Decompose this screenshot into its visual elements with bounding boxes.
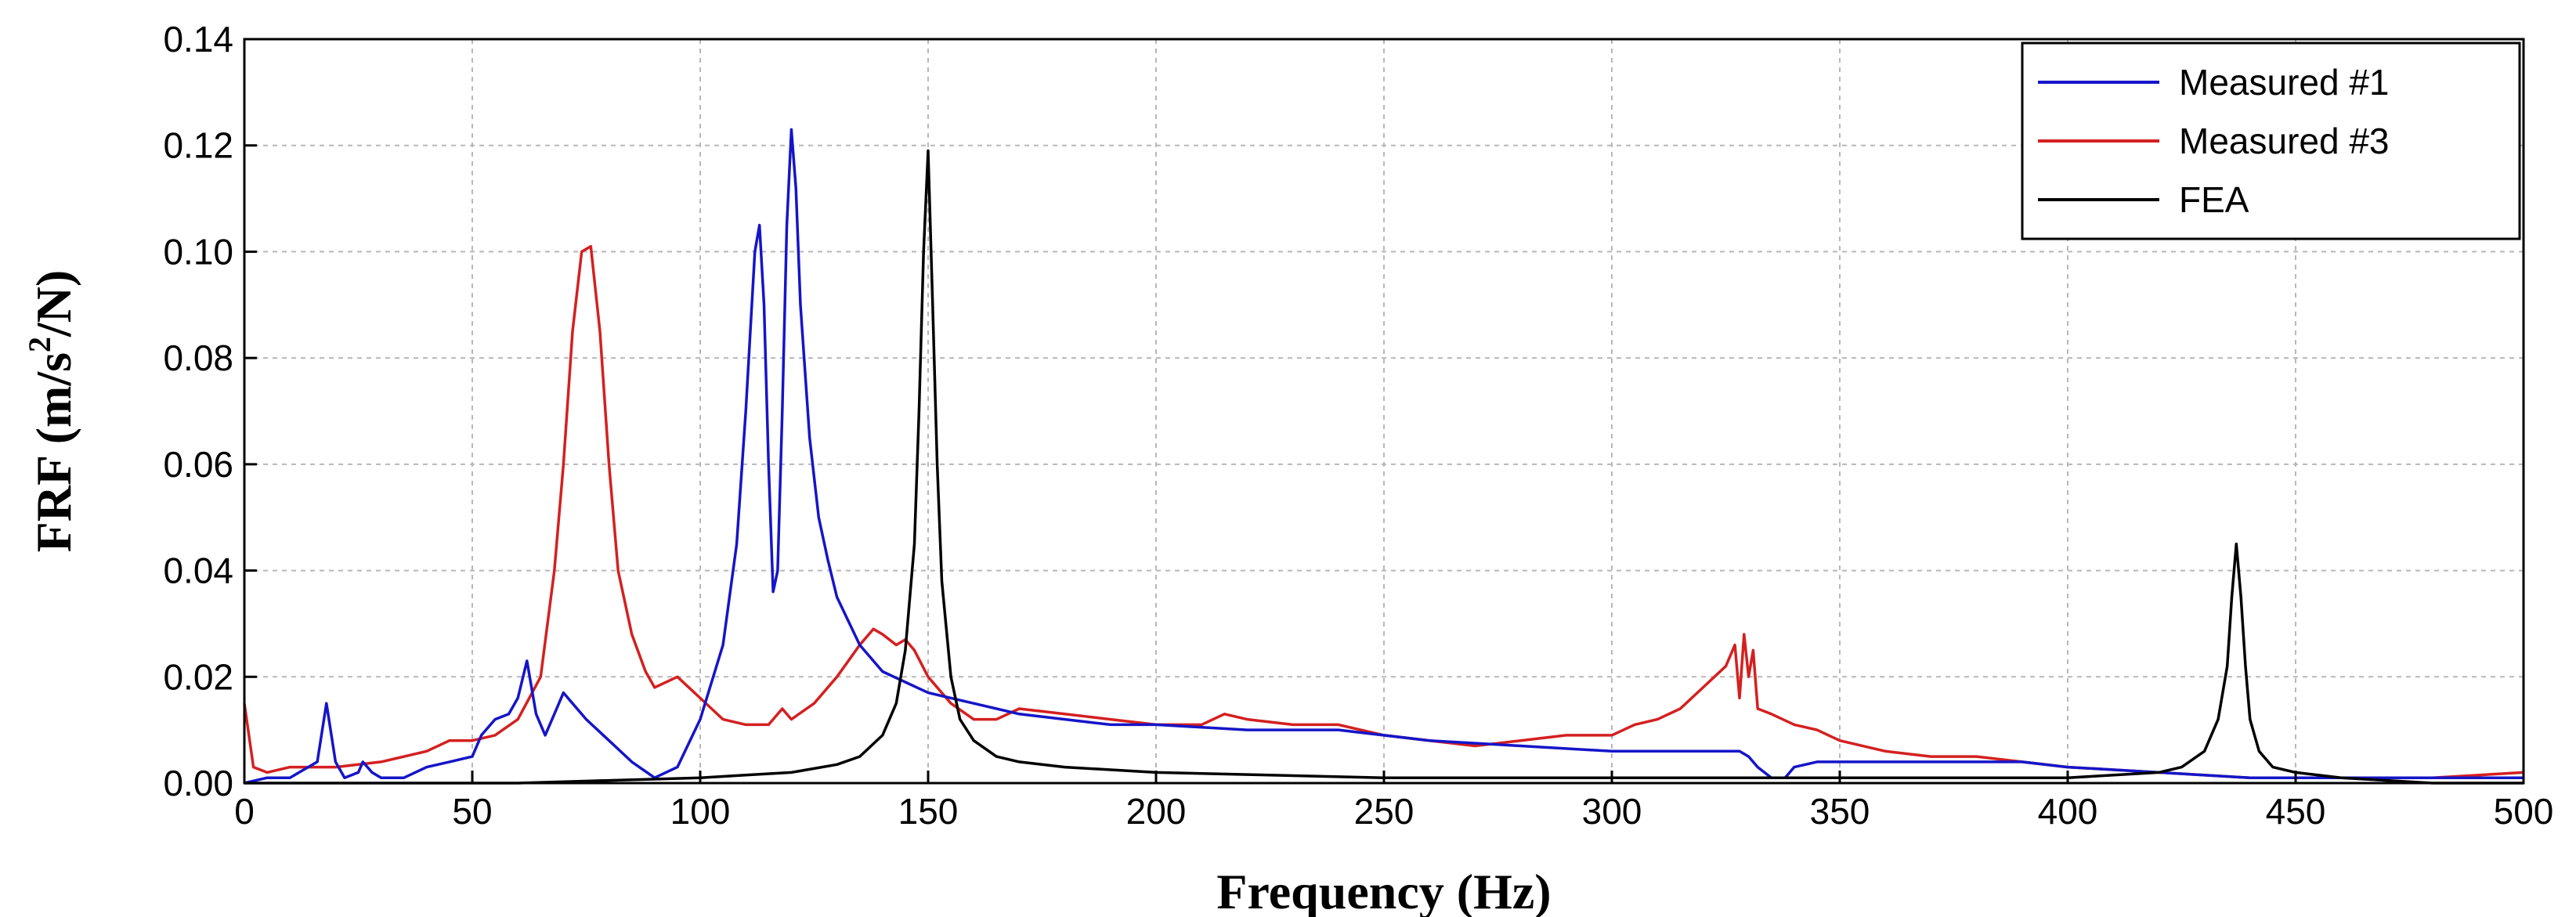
x-tick-label: 300: [1582, 791, 1642, 832]
y-axis-title-main: FRF (m/s: [26, 352, 81, 552]
x-tick-label: 500: [2494, 791, 2554, 832]
legend-label-fea: FEA: [2179, 179, 2249, 220]
x-tick-label: 400: [2038, 791, 2098, 832]
y-tick-label: 0.06: [163, 444, 233, 485]
x-axis-title: Frequency (Hz): [1216, 864, 1551, 917]
x-tick-labels: 0 50 100 150 200 250 300 350 400 450 500: [234, 791, 2553, 832]
y-tick-label: 0.04: [163, 551, 233, 591]
x-tick-label: 200: [1126, 791, 1187, 832]
y-tick-label: 0.12: [163, 125, 233, 166]
y-tick-label: 0.10: [163, 231, 233, 272]
y-tick-label: 0.14: [163, 19, 233, 60]
x-tick-label: 350: [1810, 791, 1870, 832]
x-tick-label: 100: [670, 791, 731, 832]
series-line-fea: [244, 149, 2524, 785]
x-tick-label: 0: [234, 791, 255, 832]
y-tick-label: 0.08: [163, 338, 233, 378]
y-axis-title: FRF (m/s2/N): [22, 270, 81, 553]
y-axis-title-tail: /N): [26, 270, 81, 338]
x-tick-label: 50: [452, 791, 492, 832]
x-tick-label: 250: [1354, 791, 1414, 832]
legend-label-measured-1: Measured #1: [2179, 62, 2390, 103]
legend: Measured #1 Measured #3 FEA: [2021, 42, 2521, 240]
y-tick-label: 0.00: [163, 763, 233, 803]
x-tick-label: 150: [898, 791, 959, 832]
legend-label-measured-3: Measured #3: [2179, 121, 2390, 161]
axis-ticks: [243, 38, 2525, 785]
y-tick-label: 0.02: [163, 656, 233, 697]
x-tick-label: 450: [2266, 791, 2326, 832]
legend-items: Measured #1 Measured #3 FEA: [2038, 62, 2390, 220]
y-tick-labels: 0.00 0.02 0.04 0.06 0.08 0.10 0.12 0.14: [163, 19, 233, 803]
series-line-measured-3: [243, 244, 2524, 779]
series-layer: [243, 128, 2524, 785]
y-axis-title-superscript: 2: [22, 337, 57, 352]
